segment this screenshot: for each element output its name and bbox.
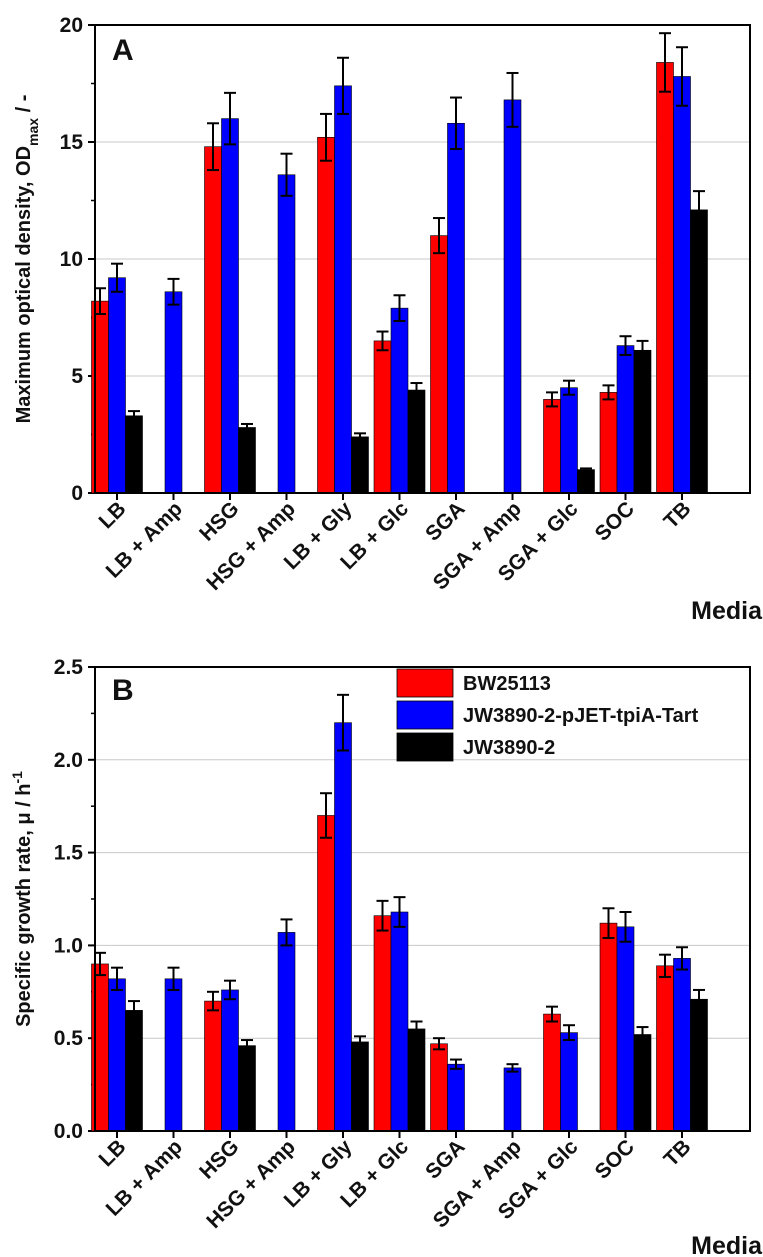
panel-a-bar-bw25113 <box>599 392 618 494</box>
panel-a-y-tick-label: 20 <box>60 14 83 37</box>
panel-a-bar-bw25113 <box>204 146 222 494</box>
panel-b-legend-label: JW3890-2 <box>463 737 555 759</box>
panel-a-y-tick-label: 5 <box>71 365 83 388</box>
panel-a-y-axis-title-main: Maximum optical density, OD <box>13 146 35 423</box>
panel-a-bar-jw3890-2-pjet-tpia-tart <box>334 85 352 494</box>
panel-b-x-tick-label: LB <box>94 1135 130 1171</box>
panel-b-legend-label: JW3890-2-pJET-tpiA-Tart <box>463 705 699 727</box>
panel-a-bar-jw3890-2-pjet-tpia-tart <box>503 99 522 494</box>
panel-b-legend-swatch <box>396 700 454 730</box>
panel-a-bar-bw25113 <box>656 62 674 494</box>
panel-a-bar-jw3890-2 <box>125 415 143 494</box>
panel-a-plot-frame <box>94 24 751 494</box>
panel-a-bar-jw3890-2 <box>351 436 369 494</box>
panel-a-bar-jw3890-2 <box>407 389 426 494</box>
panel-b-bar-jw3890-2-pjet-tpia-tart <box>108 978 126 1132</box>
panel-b-legend-swatch <box>396 668 454 698</box>
panel-b-x-tick-label: SOC <box>591 1135 639 1183</box>
panel-b-bar-bw25113 <box>543 1013 561 1132</box>
panel-a-bar-jw3890-2-pjet-tpia-tart <box>673 76 691 494</box>
panel-a-x-tick-label: TB <box>659 497 695 533</box>
panel-a-bar-jw3890-2 <box>577 469 595 494</box>
panel-b-bar-jw3890-2-pjet-tpia-tart <box>334 722 352 1132</box>
panel-b-bar-jw3890-2-pjet-tpia-tart <box>390 911 409 1132</box>
panel-b-plot-frame <box>94 666 751 1132</box>
panel-b-legend-label: BW25113 <box>463 673 551 695</box>
panel-a-bar-jw3890-2-pjet-tpia-tart <box>164 291 183 494</box>
panel-b-bar-jw3890-2 <box>238 1045 256 1132</box>
panel-b-bar-bw25113 <box>656 965 674 1132</box>
panel-a-bar-bw25113 <box>430 235 448 494</box>
panel-a-bar-jw3890-2-pjet-tpia-tart <box>560 387 578 494</box>
panel-b-y-tick-label: 1.0 <box>54 934 83 957</box>
panel-b-bar-jw3890-2 <box>351 1041 369 1132</box>
panel-a-bar-jw3890-2-pjet-tpia-tart <box>616 345 635 494</box>
panel-b-bar-bw25113 <box>373 915 392 1132</box>
panel-a-bar-jw3890-2-pjet-tpia-tart <box>221 118 239 494</box>
panel-a-bar-jw3890-2-pjet-tpia-tart <box>447 122 465 494</box>
panel-b-bar-jw3890-2-pjet-tpia-tart <box>616 926 635 1132</box>
panel-a-bar-bw25113 <box>373 340 392 494</box>
panel-b-bar-bw25113 <box>204 1000 222 1132</box>
panel-b-y-tick-label: 0.5 <box>54 1027 84 1050</box>
panel-a-x-axis-title: Media <box>691 597 763 625</box>
panel-b-x-tick-label: TB <box>659 1135 695 1171</box>
panel-a-x-tick-label: LB <box>94 497 130 533</box>
panel-a-x-tick-label: HSG <box>195 497 243 545</box>
panel-a-y-tick-label: 15 <box>60 131 84 154</box>
panel-a-bar-bw25113 <box>543 399 561 494</box>
panel-b-x-tick-label: HSG <box>195 1135 243 1183</box>
panel-b-bar-jw3890-2-pjet-tpia-tart <box>277 932 296 1132</box>
panel-a-y-tick-label: 0 <box>71 482 83 505</box>
panel-b-bar-jw3890-2 <box>407 1028 426 1132</box>
panel-a-x-tick-label: SGA <box>421 497 469 545</box>
panel-b-legend: BW25113 JW3890-2-pJET-tpiA-Tart JW3890-2 <box>396 668 699 762</box>
panel-b-y-axis-title-main: Specific growth rate, μ / h <box>13 784 35 1027</box>
panel-b-bar-jw3890-2-pjet-tpia-tart <box>164 978 183 1132</box>
panel-a-bar-jw3890-2 <box>238 427 256 494</box>
panel-a-y-tick-label: 10 <box>60 248 83 271</box>
panel-b-bar-jw3890-2 <box>633 1034 652 1132</box>
panel-b-bar-jw3890-2-pjet-tpia-tart <box>221 989 239 1132</box>
panel-a-y-axis-title-subscript: max <box>25 118 41 146</box>
panel-a-bar-bw25113 <box>317 137 335 494</box>
panel-a-bar-jw3890-2-pjet-tpia-tart <box>108 277 126 494</box>
panel-b-bar-bw25113 <box>317 815 335 1132</box>
panel-a-y-axis-title-suffix: / - <box>13 95 35 118</box>
panel-a-bar-jw3890-2 <box>690 209 708 494</box>
panel-b-y-axis-title-superscript: -1 <box>9 771 25 784</box>
panel-a-bar-jw3890-2 <box>633 349 652 494</box>
panel-a-x-tick-label: SOC <box>591 497 639 545</box>
panel-b-bar-jw3890-2 <box>125 1010 143 1132</box>
panel-b-y-axis-title: Specific growth rate, μ / h-1 <box>9 771 35 1027</box>
panel-b-legend-swatch <box>396 732 454 762</box>
panel-b-bar-jw3890-2-pjet-tpia-tart <box>503 1067 522 1132</box>
panel-b-y-tick-label: 1.5 <box>54 842 84 865</box>
panel-b-bar-bw25113 <box>599 922 618 1132</box>
panel-b-y-tick-label: 0.0 <box>54 1120 83 1143</box>
panel-b-bar-jw3890-2 <box>690 998 708 1132</box>
panel-b-bar-bw25113 <box>430 1043 448 1132</box>
panel-b-bar-jw3890-2-pjet-tpia-tart <box>560 1032 578 1132</box>
panel-b-y-tick-label: 2.0 <box>54 749 83 772</box>
panel-b-x-axis-title: Media <box>691 1232 763 1257</box>
panel-b-y-tick-label: 2.5 <box>54 656 84 679</box>
panel-b-bar-jw3890-2-pjet-tpia-tart <box>447 1063 465 1132</box>
panel-b-bar-jw3890-2-pjet-tpia-tart <box>673 958 691 1132</box>
panel-b-panel-letter: B <box>112 674 134 707</box>
panel-a-panel-letter: A <box>112 34 134 67</box>
panel-a-bar-jw3890-2-pjet-tpia-tart <box>277 174 296 494</box>
panel-a-y-axis-title: Maximum optical density, ODmax / - <box>13 95 41 424</box>
panel-a-bar-jw3890-2-pjet-tpia-tart <box>390 307 409 494</box>
panel-b-x-tick-label: SGA <box>421 1135 469 1183</box>
